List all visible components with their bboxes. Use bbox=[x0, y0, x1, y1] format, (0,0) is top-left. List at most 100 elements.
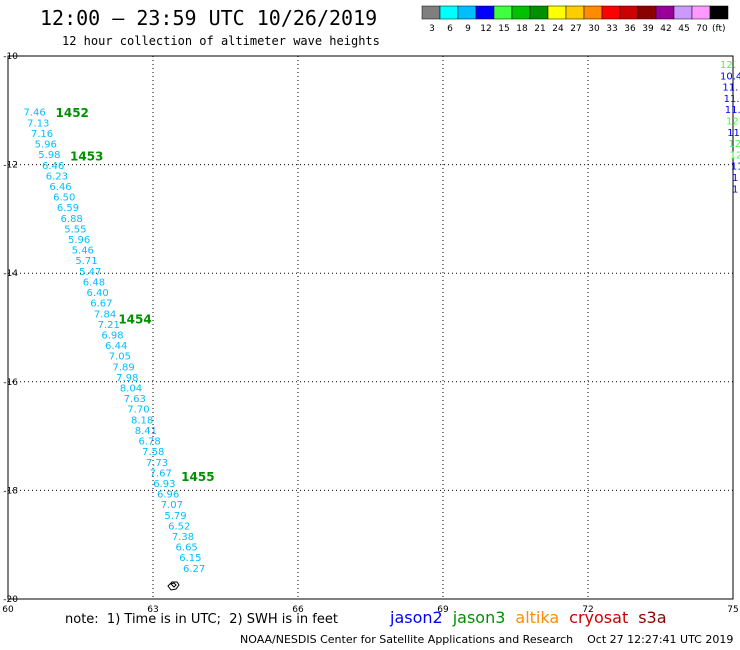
wave-height-value: 6.78 bbox=[138, 437, 160, 448]
scale-label: 15 bbox=[498, 24, 509, 34]
map-frame bbox=[7, 55, 734, 600]
map-grid bbox=[8, 56, 733, 599]
lon-tick-label: 66 bbox=[292, 605, 304, 612]
wave-height-value: 5.96 bbox=[35, 140, 57, 151]
footer-credit: NOAA/NESDIS Center for Satellite Applica… bbox=[240, 633, 734, 646]
scale-label: 27 bbox=[570, 24, 581, 34]
scale-swatch bbox=[709, 5, 729, 20]
map-title: 12:00 – 23:59 UTC 10/26/2019 bbox=[40, 6, 378, 30]
wave-height-value: 6.50 bbox=[53, 193, 75, 204]
east-wave-height-value: 1 bbox=[732, 173, 738, 184]
scale-label: 9 bbox=[465, 24, 471, 34]
wave-height-value: 8.18 bbox=[131, 415, 153, 426]
lat-tick-label: -12 bbox=[3, 161, 18, 171]
wave-height-value: 7.38 bbox=[172, 532, 194, 543]
scale-label: 45 bbox=[678, 24, 689, 34]
scale-label: 39 bbox=[642, 24, 654, 34]
wave-height-value: 6.46 bbox=[42, 161, 64, 172]
scale-label: 12 bbox=[480, 24, 491, 34]
wave-height-value: 6.93 bbox=[153, 479, 175, 490]
scale-label: (ft) bbox=[712, 24, 726, 34]
satellite-legend: jason2 jason3 altika cryosat s3a bbox=[390, 608, 677, 627]
satellite-jason3: jason3 bbox=[452, 608, 506, 627]
east-wave-height-value: 11. bbox=[725, 105, 740, 116]
wave-height-value: 6.65 bbox=[176, 543, 198, 554]
wave-height-value: 6.27 bbox=[183, 564, 205, 575]
wave-height-value: 5.98 bbox=[38, 150, 60, 161]
scale-label: 70 bbox=[696, 24, 708, 34]
wave-height-value: 7.89 bbox=[112, 362, 134, 373]
scale-label: 30 bbox=[588, 24, 600, 34]
scale-label: 33 bbox=[606, 24, 617, 34]
wave-height-value: 6.88 bbox=[61, 214, 83, 225]
wave-height-color-scale: 3 6 9 12 15 18 21 24 27 30 33 36 39 42 45 70 (ft) bbox=[421, 5, 729, 34]
wave-height-value: 7.58 bbox=[142, 447, 164, 458]
wave-height-value: 6.46 bbox=[49, 182, 71, 193]
wave-height-value: 5.71 bbox=[75, 256, 97, 267]
lon-tick-label: 63 bbox=[147, 605, 158, 612]
wave-height-value: 6.23 bbox=[46, 171, 68, 182]
pass-time-label: 1452 bbox=[56, 106, 89, 120]
footer-note: note: 1) Time is in UTC; 2) SWH is in fe… bbox=[65, 612, 338, 627]
pass-labels: 1452 1453 1454 1455 bbox=[56, 106, 215, 484]
wave-height-value: 6.15 bbox=[179, 553, 201, 564]
pass-time-label: 1453 bbox=[70, 149, 103, 163]
wave-height-value: 7.21 bbox=[98, 320, 120, 331]
wave-height-value: 6.40 bbox=[87, 288, 109, 299]
wave-height-value: 8.04 bbox=[120, 384, 142, 395]
lat-tick-label: -10 bbox=[3, 52, 18, 62]
wave-height-value: 7.07 bbox=[161, 500, 183, 511]
wave-height-value: 7.63 bbox=[124, 394, 146, 405]
scale-label: 24 bbox=[552, 24, 564, 34]
wave-height-value: 7.05 bbox=[109, 352, 131, 363]
satellite-cryosat: cryosat bbox=[569, 608, 629, 627]
scale-label: 18 bbox=[516, 24, 528, 34]
wave-height-value: 6.44 bbox=[105, 341, 127, 352]
east-wave-height-value: 11. bbox=[724, 94, 740, 105]
wave-height-value: 5.47 bbox=[79, 267, 101, 278]
scale-label: 3 bbox=[429, 24, 435, 34]
scale-label: 42 bbox=[660, 24, 671, 34]
east-wave-height-value: 12. bbox=[720, 60, 736, 71]
satellite-altika: altika bbox=[515, 608, 560, 627]
wave-height-value: 7.13 bbox=[27, 118, 49, 129]
wave-height-value: 6.98 bbox=[101, 330, 123, 341]
east-wave-height-value: 11 bbox=[727, 128, 740, 139]
map-subtitle: 12 hour collection of altimeter wave hei… bbox=[62, 34, 380, 48]
scale-label: 6 bbox=[447, 24, 453, 34]
wave-height-value: 7.70 bbox=[127, 405, 149, 416]
lat-tick-label: -20 bbox=[3, 595, 18, 605]
lon-tick-label: 72 bbox=[582, 605, 593, 612]
wave-height-value: 5.46 bbox=[72, 246, 94, 257]
east-wave-height-value: 12 bbox=[728, 139, 740, 150]
wave-height-value: 5.96 bbox=[68, 235, 90, 246]
wave-height-value: 7.84 bbox=[94, 309, 116, 320]
lon-tick-label: 75 bbox=[727, 605, 738, 612]
wave-height-value: 5.55 bbox=[64, 224, 86, 235]
wave-track: 7.467.137.165.965.986.466.236.466.506.59… bbox=[23, 108, 205, 575]
lat-tick-label: -14 bbox=[3, 269, 18, 279]
wave-height-value: 8.41 bbox=[135, 426, 157, 437]
wave-height-value: 6.67 bbox=[90, 299, 112, 310]
pass-time-label: 1454 bbox=[118, 312, 151, 326]
east-wave-height-value: 11 bbox=[731, 162, 740, 173]
wave-height-value: 7.73 bbox=[146, 458, 168, 469]
island-outline bbox=[167, 581, 180, 591]
lat-tick-label: -18 bbox=[3, 486, 18, 496]
wave-height-value: 7.46 bbox=[23, 108, 45, 119]
lat-tick-label: -16 bbox=[3, 378, 18, 388]
east-wave-height-value: 11. bbox=[722, 83, 738, 94]
wave-height-value: 5.79 bbox=[164, 511, 186, 522]
east-wave-height-value: 12 bbox=[726, 117, 739, 128]
wave-height-value: 6.48 bbox=[83, 277, 105, 288]
scale-label: 21 bbox=[534, 24, 545, 34]
east-wave-height-value: 10.4 bbox=[720, 71, 740, 82]
altimeter-map: 60 63 66 69 72 75-10-12-14-16-18-20 7.467.137… bbox=[2, 52, 740, 612]
wave-height-value: 7.16 bbox=[31, 129, 53, 140]
east-wave-height-value: 12 bbox=[730, 150, 740, 161]
wave-height-value: 6.96 bbox=[157, 490, 179, 501]
wave-height-value: 7.98 bbox=[116, 373, 138, 384]
pass-time-label: 1455 bbox=[181, 470, 214, 484]
axis-ticks: 60 63 66 69 72 75 -10 -12 -14 -16 -18 -20 bbox=[2, 52, 738, 612]
